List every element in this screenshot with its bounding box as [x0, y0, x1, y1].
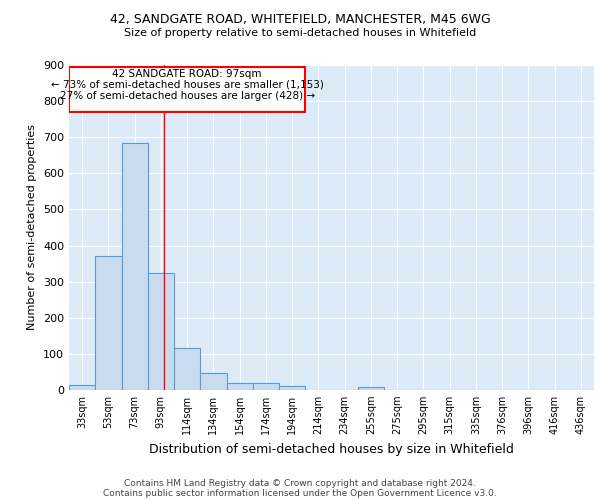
Text: ← 73% of semi-detached houses are smaller (1,153): ← 73% of semi-detached houses are smalle…	[50, 80, 323, 90]
Text: 42 SANDGATE ROAD: 97sqm: 42 SANDGATE ROAD: 97sqm	[112, 69, 262, 79]
Bar	[253, 383, 279, 390]
Bar	[358, 387, 384, 390]
Bar	[200, 372, 227, 390]
Bar	[227, 383, 253, 390]
Bar	[121, 142, 148, 390]
X-axis label: Distribution of semi-detached houses by size in Whitefield: Distribution of semi-detached houses by …	[149, 442, 514, 456]
Bar	[148, 272, 174, 390]
Bar	[95, 256, 121, 390]
Text: Contains public sector information licensed under the Open Government Licence v3: Contains public sector information licen…	[103, 488, 497, 498]
Y-axis label: Number of semi-detached properties: Number of semi-detached properties	[28, 124, 37, 330]
Bar	[174, 348, 200, 390]
Bar	[279, 386, 305, 390]
Text: 27% of semi-detached houses are larger (428) →: 27% of semi-detached houses are larger (…	[59, 90, 314, 101]
Bar	[69, 67, 305, 112]
Text: Size of property relative to semi-detached houses in Whitefield: Size of property relative to semi-detach…	[124, 28, 476, 38]
Bar	[69, 384, 95, 390]
Text: Contains HM Land Registry data © Crown copyright and database right 2024.: Contains HM Land Registry data © Crown c…	[124, 478, 476, 488]
Text: 42, SANDGATE ROAD, WHITEFIELD, MANCHESTER, M45 6WG: 42, SANDGATE ROAD, WHITEFIELD, MANCHESTE…	[110, 12, 490, 26]
